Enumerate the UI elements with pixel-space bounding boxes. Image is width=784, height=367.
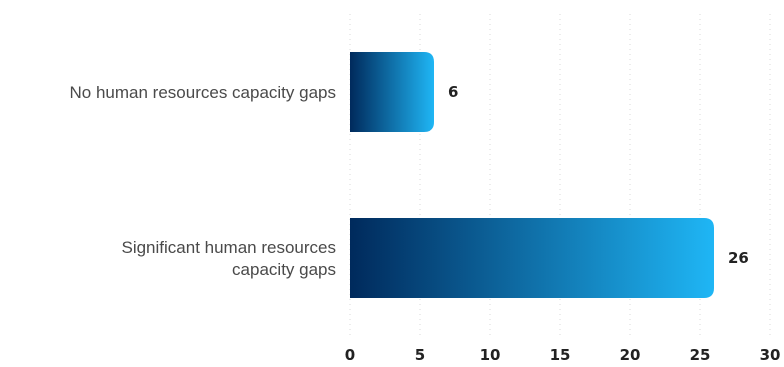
category-labels: No human resources capacity gaps Signific… [70, 83, 336, 279]
x-tick-label-10: 10 [480, 346, 501, 364]
bar-2 [350, 218, 714, 298]
x-tick-label-0: 0 [345, 346, 355, 364]
x-tick-label-30: 30 [760, 346, 781, 364]
value-label-1: 6 [448, 83, 458, 101]
gridlines [349, 14, 771, 335]
x-tick-label-25: 25 [690, 346, 711, 364]
x-tick-label-15: 15 [550, 346, 571, 364]
x-axis-ticks: 0 5 10 15 20 25 30 [345, 346, 781, 364]
value-label-2: 26 [728, 249, 749, 267]
bars [350, 52, 714, 298]
bar-1 [350, 52, 434, 132]
x-tick-label-5: 5 [415, 346, 425, 364]
category-label-1: No human resources capacity gaps [70, 83, 336, 102]
x-tick-label-20: 20 [620, 346, 641, 364]
category-label-2: Significant human resources capacity gaps [121, 238, 336, 279]
value-labels: 6 26 [448, 83, 749, 267]
